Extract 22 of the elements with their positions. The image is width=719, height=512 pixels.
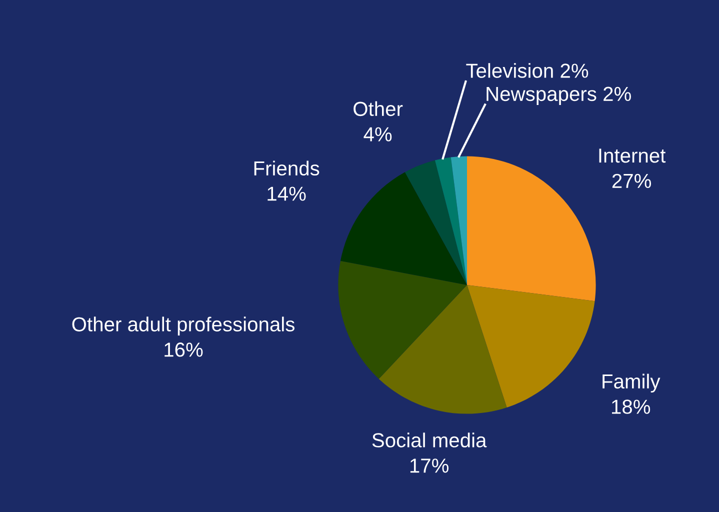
slice-label: Social media <box>372 432 487 448</box>
pie-slice <box>450 156 467 285</box>
pie-slice <box>404 160 467 285</box>
data-label: 17% <box>410 458 449 473</box>
data-label: 27% <box>612 174 652 188</box>
slice-label: Newspapers 2% <box>486 86 631 106</box>
pie-slice <box>434 157 467 285</box>
slice-label: Television 2% <box>466 63 588 78</box>
slice-label: Other adult professionals <box>72 316 294 336</box>
pie-slice <box>378 285 507 414</box>
pie-slice <box>467 285 595 408</box>
pie-slice <box>338 260 467 379</box>
data-label: 16% <box>164 342 203 357</box>
data-label: 4% <box>364 127 392 142</box>
data-label: 14% <box>268 186 306 201</box>
slice-label: Internet <box>599 148 666 163</box>
slice-label: Family <box>602 374 660 393</box>
pie-slice <box>340 172 467 285</box>
slice-label: Other <box>354 101 403 116</box>
data-label: 18% <box>612 400 650 414</box>
slice-label: Friends <box>254 160 320 176</box>
pie-slice <box>467 156 596 302</box>
